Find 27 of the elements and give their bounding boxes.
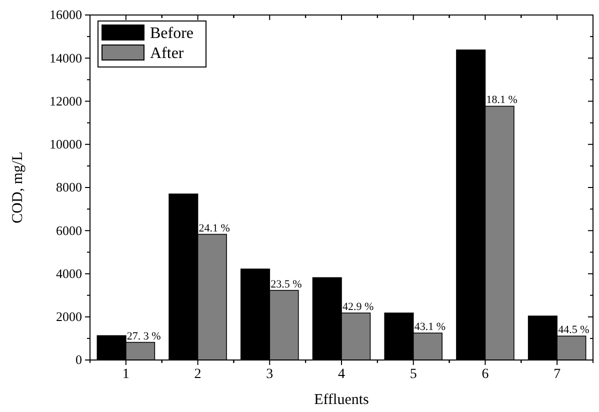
y-tick-label: 4000 (56, 266, 82, 281)
y-tick-label: 2000 (56, 309, 82, 324)
x-axis-title: Effluents (314, 392, 370, 408)
legend-label: After (150, 45, 184, 62)
x-tick-label: 3 (266, 366, 274, 382)
y-tick-label: 12000 (50, 93, 82, 108)
annotation: 18.1 % (486, 94, 518, 106)
x-tick-label: 5 (410, 366, 417, 382)
annotation: 44.5 % (558, 324, 590, 336)
y-tick-label: 0 (76, 352, 82, 368)
y-axis-title: COD, mg/L (10, 152, 26, 224)
annotation: 24.1 % (198, 222, 230, 234)
y-tick-label: 16000 (50, 7, 82, 22)
y-tick-label: 8000 (56, 180, 82, 195)
y-tick-label: 14000 (50, 50, 82, 66)
y-tick-label: 10000 (50, 136, 82, 152)
y-tick-label: 6000 (56, 222, 82, 238)
x-tick-label: 7 (554, 366, 561, 382)
x-tick-label: 1 (122, 366, 130, 382)
annotation: 43.1 % (414, 321, 446, 334)
annotation: 42.9 % (342, 300, 374, 313)
x-tick-label: 2 (194, 366, 202, 382)
annotation: 23.5 % (270, 278, 302, 290)
annotation: 27. 3 % (126, 330, 161, 342)
x-tick-label: 4 (338, 366, 345, 382)
x-tick-label: 6 (482, 366, 489, 382)
legend-label: Before (150, 25, 194, 42)
